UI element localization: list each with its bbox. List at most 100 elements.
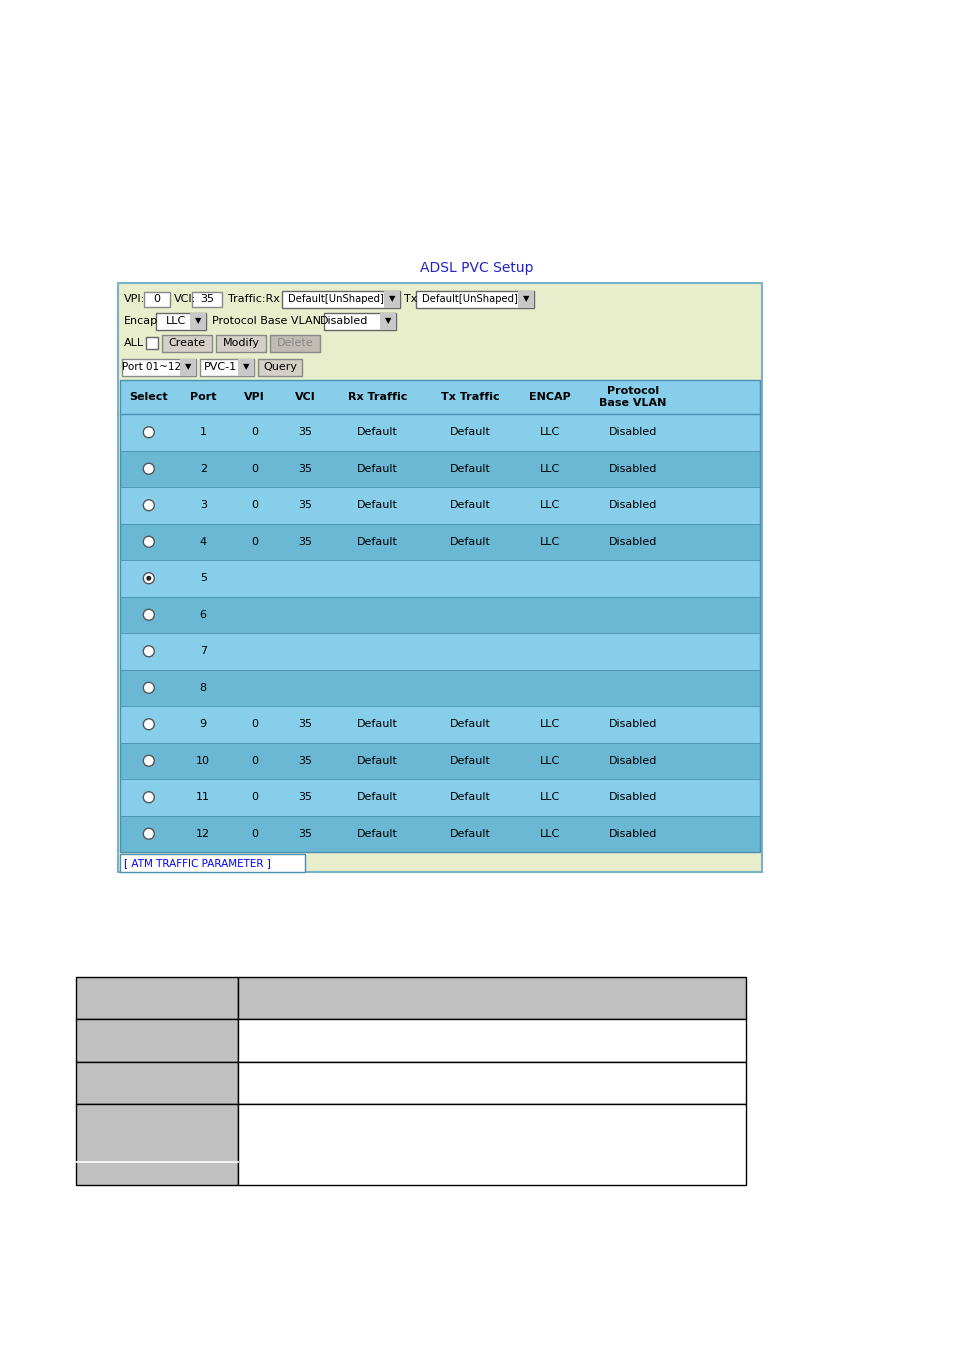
Text: Modify: Modify <box>222 338 259 348</box>
Text: ADSL PVC Setup: ADSL PVC Setup <box>420 261 533 275</box>
Text: Default: Default <box>450 792 491 802</box>
Text: 0: 0 <box>251 756 257 765</box>
FancyBboxPatch shape <box>76 1019 237 1062</box>
Text: Traffic:Rx: Traffic:Rx <box>228 294 279 304</box>
Text: Default: Default <box>356 756 397 765</box>
Text: Default[UnShaped]: Default[UnShaped] <box>421 294 517 304</box>
FancyBboxPatch shape <box>122 359 195 377</box>
Circle shape <box>143 645 154 656</box>
FancyBboxPatch shape <box>384 292 399 308</box>
Circle shape <box>143 682 154 694</box>
Text: LLC: LLC <box>539 829 559 838</box>
Text: ALL: ALL <box>124 338 144 348</box>
Text: 35: 35 <box>298 829 313 838</box>
Text: 0: 0 <box>153 294 160 304</box>
FancyBboxPatch shape <box>237 1019 745 1062</box>
Text: 3: 3 <box>199 501 207 510</box>
FancyBboxPatch shape <box>379 313 395 329</box>
Text: 35: 35 <box>298 792 313 802</box>
FancyBboxPatch shape <box>118 284 761 872</box>
Text: Default[UnShaped]: Default[UnShaped] <box>288 294 383 304</box>
Text: LLC: LLC <box>539 720 559 729</box>
FancyBboxPatch shape <box>237 1104 745 1185</box>
Text: 4: 4 <box>199 537 207 547</box>
FancyBboxPatch shape <box>237 977 745 1019</box>
FancyBboxPatch shape <box>180 359 195 377</box>
Text: Tx Traffic: Tx Traffic <box>440 392 499 402</box>
Text: 10: 10 <box>196 756 210 765</box>
FancyBboxPatch shape <box>282 292 399 308</box>
Text: Disabled: Disabled <box>319 316 368 325</box>
Text: Rx Traffic: Rx Traffic <box>348 392 407 402</box>
Text: LLC: LLC <box>539 427 559 437</box>
Text: 0: 0 <box>251 792 257 802</box>
Text: 0: 0 <box>251 427 257 437</box>
Text: 35: 35 <box>298 427 313 437</box>
Text: 35: 35 <box>298 501 313 510</box>
FancyBboxPatch shape <box>120 524 760 560</box>
Text: Select: Select <box>130 392 168 402</box>
FancyBboxPatch shape <box>146 338 158 350</box>
Text: 0: 0 <box>251 537 257 547</box>
Text: Default: Default <box>450 537 491 547</box>
FancyBboxPatch shape <box>200 359 253 377</box>
Text: Default: Default <box>356 427 397 437</box>
Text: Default: Default <box>356 537 397 547</box>
Text: 6: 6 <box>199 610 207 620</box>
FancyBboxPatch shape <box>324 313 395 329</box>
Text: 35: 35 <box>200 294 213 304</box>
Text: 11: 11 <box>196 792 210 802</box>
FancyBboxPatch shape <box>144 292 170 306</box>
Text: LLC: LLC <box>539 501 559 510</box>
Text: Disabled: Disabled <box>608 464 657 474</box>
FancyBboxPatch shape <box>120 743 760 779</box>
Text: 12: 12 <box>196 829 210 838</box>
Circle shape <box>143 609 154 620</box>
Text: 35: 35 <box>298 537 313 547</box>
Text: VCI: VCI <box>294 392 315 402</box>
Circle shape <box>146 575 152 580</box>
FancyBboxPatch shape <box>120 379 760 414</box>
FancyBboxPatch shape <box>156 313 206 329</box>
FancyBboxPatch shape <box>215 335 266 351</box>
FancyBboxPatch shape <box>120 855 305 872</box>
FancyBboxPatch shape <box>120 414 760 451</box>
Circle shape <box>143 536 154 547</box>
Circle shape <box>143 500 154 510</box>
Text: Default: Default <box>450 720 491 729</box>
Text: 35: 35 <box>298 464 313 474</box>
Text: 9: 9 <box>199 720 207 729</box>
FancyBboxPatch shape <box>270 335 319 351</box>
Text: Default: Default <box>356 829 397 838</box>
Text: Default: Default <box>356 464 397 474</box>
Text: 0: 0 <box>251 720 257 729</box>
FancyBboxPatch shape <box>120 779 760 815</box>
Text: ▼: ▼ <box>185 363 191 371</box>
FancyBboxPatch shape <box>162 335 212 351</box>
Text: Default: Default <box>356 720 397 729</box>
Circle shape <box>143 755 154 767</box>
Text: 8: 8 <box>199 683 207 693</box>
Text: ▼: ▼ <box>242 363 249 371</box>
Text: Disabled: Disabled <box>608 720 657 729</box>
Text: LLC: LLC <box>539 756 559 765</box>
Text: Create: Create <box>169 338 205 348</box>
Text: Protocol
Base VLAN: Protocol Base VLAN <box>598 386 666 408</box>
FancyBboxPatch shape <box>192 292 222 306</box>
Text: Default: Default <box>450 829 491 838</box>
FancyBboxPatch shape <box>120 597 760 633</box>
Text: Default: Default <box>450 756 491 765</box>
Text: Protocol Base VLAN: Protocol Base VLAN <box>212 316 320 325</box>
FancyBboxPatch shape <box>416 292 534 308</box>
Circle shape <box>143 572 154 583</box>
Text: Disabled: Disabled <box>608 427 657 437</box>
Text: Delete: Delete <box>276 338 313 348</box>
Text: Port 01~12: Port 01~12 <box>122 362 181 373</box>
Circle shape <box>143 463 154 474</box>
Circle shape <box>143 791 154 803</box>
Text: 5: 5 <box>199 574 207 583</box>
Text: LLC: LLC <box>539 792 559 802</box>
Circle shape <box>143 427 154 437</box>
Text: Disabled: Disabled <box>608 537 657 547</box>
Text: Port: Port <box>190 392 216 402</box>
